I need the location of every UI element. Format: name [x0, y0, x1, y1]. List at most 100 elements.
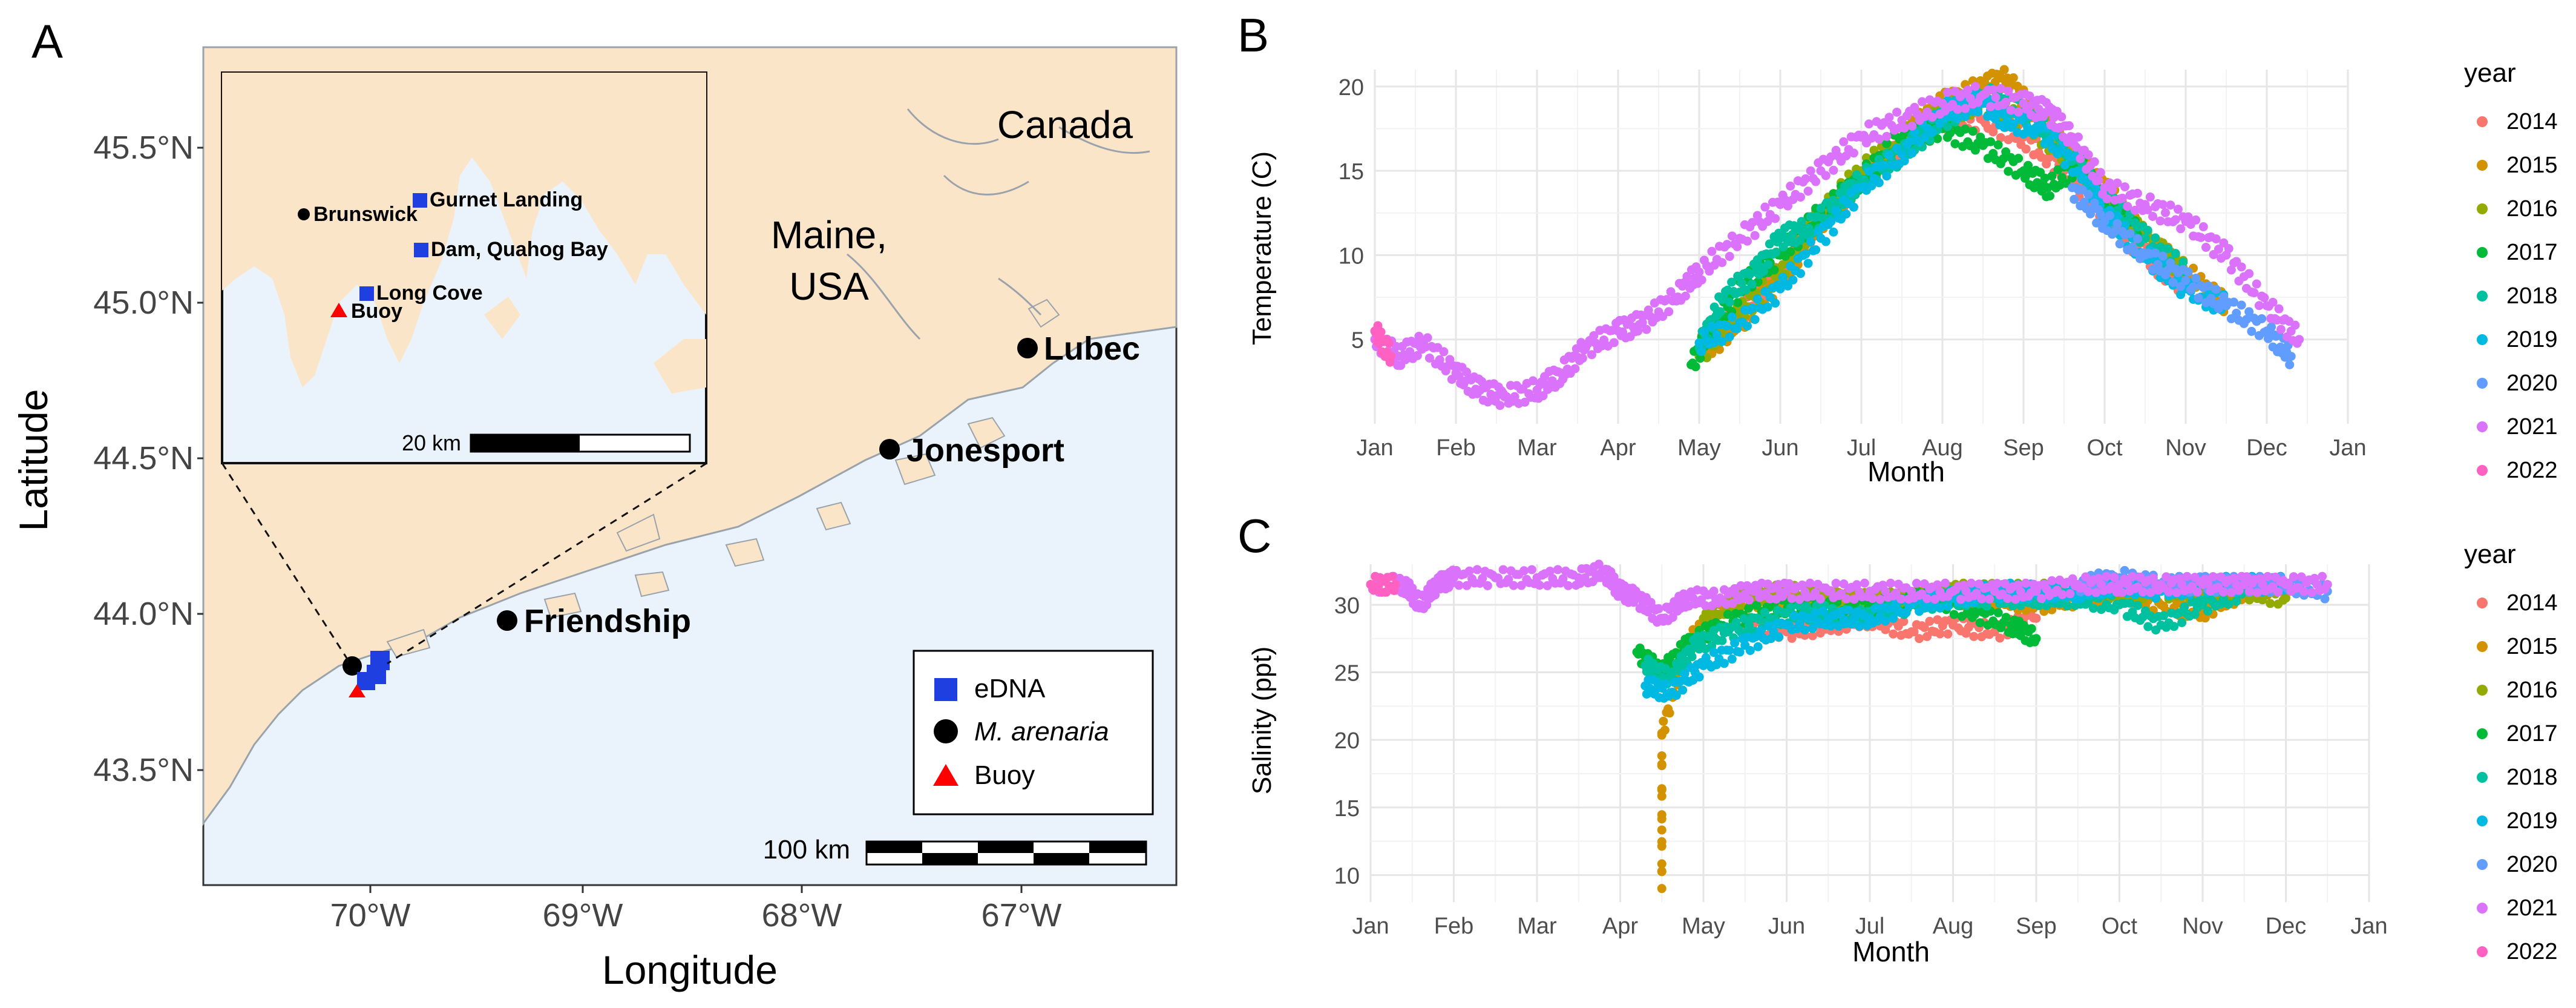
- data-point-2019: [1748, 303, 1757, 313]
- data-point-2016: [1702, 353, 1712, 363]
- x-tick-label: Jan: [1356, 435, 1393, 461]
- data-point-2018: [2224, 599, 2234, 609]
- data-point-2019: [1897, 149, 1907, 159]
- data-point-2017: [1744, 604, 1754, 613]
- legend-swatch: [2477, 815, 2488, 826]
- data-point-2017: [1970, 610, 1980, 619]
- data-point-2020: [2320, 594, 2330, 604]
- data-point-2015: [2200, 613, 2210, 623]
- data-point-2021: [1986, 102, 1996, 111]
- data-point-2017: [1752, 601, 1762, 610]
- data-point-2020: [2183, 267, 2193, 277]
- data-point-2021: [1892, 107, 1902, 117]
- x-tick-label: Aug: [1922, 435, 1963, 461]
- y-tick-label: 10: [1334, 863, 1360, 889]
- island: [894, 453, 936, 486]
- data-point-2017: [1993, 608, 2003, 618]
- data-point-2021: [1811, 588, 1820, 598]
- data-point-2021: [1985, 595, 1994, 604]
- data-point-2021: [1520, 397, 1530, 407]
- data-point-2017: [1950, 139, 1960, 148]
- legend-swatch: [2477, 903, 2488, 914]
- data-point-2017: [1961, 124, 1970, 134]
- x-tick-label: Jan: [2329, 435, 2366, 461]
- data-point-2014: [1995, 633, 2005, 643]
- data-point-2020: [2204, 281, 2214, 291]
- data-point-2019: [1935, 603, 1945, 613]
- inset-scale-label: 20 km: [402, 430, 461, 455]
- data-point-2018: [1716, 307, 1725, 317]
- data-point-2021: [1839, 137, 1849, 147]
- data-point-2018: [1717, 636, 1727, 645]
- data-point-2021: [2057, 590, 2067, 599]
- data-point-2021: [2109, 573, 2119, 582]
- data-point-2021: [2198, 222, 2208, 232]
- legend-swatch: [2477, 247, 2488, 258]
- data-point-2019: [2045, 136, 2055, 145]
- data-point-2018: [2140, 234, 2150, 243]
- data-point-2016: [2244, 595, 2254, 605]
- data-point-2019: [1699, 327, 1709, 337]
- map-islands: [386, 298, 1060, 658]
- data-point-2021: [2145, 192, 2155, 202]
- canada-label: Canada: [997, 103, 1133, 147]
- data-point-2021: [1509, 581, 1518, 590]
- legend-label: 2018: [2506, 765, 2558, 790]
- data-point-2018: [1731, 618, 1741, 627]
- data-point-2021: [2096, 168, 2105, 177]
- x-tick-label: Nov: [2182, 914, 2223, 939]
- data-point-2020: [2189, 282, 2198, 292]
- data-point-2019: [1915, 607, 1924, 616]
- data-point-2016: [1778, 260, 1788, 269]
- x-tick-label: Jul: [1847, 435, 1876, 461]
- data-point-2021: [2276, 324, 2286, 334]
- data-point-2017: [1986, 137, 1996, 147]
- data-point-2022: [1384, 338, 1394, 348]
- data-point-2021: [1961, 104, 1970, 113]
- data-point-2021: [1927, 112, 1937, 122]
- data-point-2015: [1657, 814, 1667, 824]
- data-point-2021: [2081, 572, 2091, 582]
- data-point-2020: [2257, 314, 2267, 323]
- data-point-2021: [1882, 131, 1892, 141]
- island: [816, 501, 851, 531]
- inset-island: [284, 206, 351, 242]
- data-point-2019: [1927, 128, 1937, 137]
- map-inset: Brunswick Gurnet Landing Dam, Quahog Bay…: [221, 71, 707, 464]
- inset-scale-bar: [471, 435, 580, 452]
- data-point-2018: [1835, 188, 1845, 198]
- data-point-2021: [1930, 595, 1939, 604]
- data-point-2021: [1709, 586, 1719, 596]
- data-point-2021: [1860, 578, 1869, 588]
- data-point-2019: [1806, 237, 1815, 246]
- data-point-2021: [2274, 304, 2284, 314]
- data-point-2018: [2133, 601, 2143, 610]
- temperature-y-ticks: 5 10 15 20: [1339, 75, 1364, 354]
- data-point-2020: [2163, 265, 2173, 275]
- inset-island: [575, 85, 623, 127]
- data-point-2021: [1658, 312, 1668, 321]
- data-point-2019: [1709, 338, 1719, 348]
- data-point-2015: [1999, 65, 2009, 74]
- data-point-2019: [2076, 594, 2085, 604]
- data-point-2021: [2226, 588, 2236, 598]
- data-point-2021: [1637, 318, 1647, 328]
- island: [1027, 298, 1060, 328]
- data-point-2017: [1733, 298, 1743, 308]
- data-point-2019: [1831, 206, 1841, 216]
- legend-label: 2014: [2506, 109, 2558, 134]
- map-x-tick: 67°W: [982, 897, 1062, 934]
- panel-c-label: C: [1237, 509, 1271, 562]
- data-point-2021: [2003, 594, 2013, 604]
- map-panel: 70°W 69°W 68°W 67°W Longitude 45.5°N 45.…: [11, 46, 1178, 992]
- data-point-2021: [2112, 178, 2122, 188]
- data-point-2021: [2203, 579, 2213, 588]
- data-point-2021: [2105, 178, 2114, 188]
- data-point-2021: [1736, 581, 1746, 590]
- data-point-2021: [1707, 246, 1717, 256]
- data-point-2019: [1763, 621, 1773, 631]
- x-tick-label: Apr: [1600, 435, 1636, 461]
- y-tick-label: 10: [1339, 243, 1364, 269]
- data-point-2021: [1988, 85, 1998, 94]
